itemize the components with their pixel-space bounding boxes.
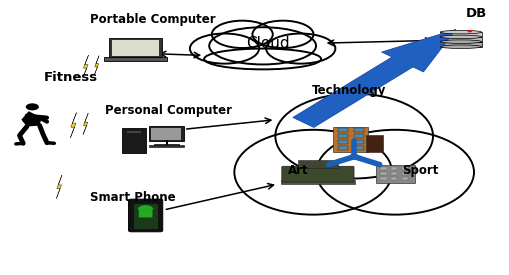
FancyBboxPatch shape [353,128,364,132]
FancyBboxPatch shape [332,127,367,152]
Circle shape [348,154,359,160]
FancyBboxPatch shape [133,204,157,229]
Text: Sport: Sport [401,164,438,177]
Text: Cloud: Cloud [245,35,289,51]
Ellipse shape [439,40,480,43]
FancyBboxPatch shape [138,209,152,218]
FancyBboxPatch shape [151,128,180,140]
FancyBboxPatch shape [401,177,407,180]
Text: Smart Phone: Smart Phone [90,191,176,204]
FancyBboxPatch shape [390,177,397,180]
FancyBboxPatch shape [390,172,397,175]
FancyBboxPatch shape [439,32,480,37]
FancyBboxPatch shape [337,145,348,150]
Ellipse shape [439,30,480,34]
FancyBboxPatch shape [380,177,386,180]
FancyBboxPatch shape [353,140,364,144]
FancyBboxPatch shape [149,126,183,141]
FancyBboxPatch shape [127,131,141,133]
FancyBboxPatch shape [128,199,162,232]
Circle shape [467,30,471,32]
FancyBboxPatch shape [337,134,348,138]
FancyBboxPatch shape [104,57,166,61]
Polygon shape [56,175,62,198]
FancyBboxPatch shape [401,172,407,175]
Polygon shape [70,112,76,138]
FancyBboxPatch shape [122,128,146,153]
FancyBboxPatch shape [380,172,386,175]
FancyBboxPatch shape [365,135,382,152]
Ellipse shape [439,45,480,48]
FancyBboxPatch shape [149,145,183,147]
Polygon shape [83,55,88,78]
FancyBboxPatch shape [353,145,364,150]
Ellipse shape [252,21,313,48]
Text: DB: DB [465,7,486,20]
Ellipse shape [439,35,480,39]
FancyBboxPatch shape [439,42,480,47]
Ellipse shape [211,21,272,48]
Circle shape [25,103,39,110]
FancyBboxPatch shape [108,39,162,57]
Text: Art: Art [288,164,308,177]
FancyBboxPatch shape [154,144,179,146]
FancyBboxPatch shape [281,180,354,184]
FancyArrow shape [292,29,455,127]
FancyBboxPatch shape [439,37,480,42]
FancyBboxPatch shape [375,165,414,183]
Text: Personal Computer: Personal Computer [105,104,232,117]
Text: Fitness: Fitness [44,71,98,84]
FancyBboxPatch shape [297,160,337,168]
Text: Portable Computer: Portable Computer [90,13,216,26]
Ellipse shape [266,34,335,64]
Ellipse shape [204,49,321,69]
FancyBboxPatch shape [390,167,397,170]
Ellipse shape [189,34,259,64]
FancyBboxPatch shape [111,40,159,56]
Text: Technology: Technology [312,84,385,97]
Polygon shape [94,56,99,75]
FancyBboxPatch shape [353,134,364,138]
Polygon shape [83,113,88,135]
FancyBboxPatch shape [337,140,348,144]
FancyBboxPatch shape [401,167,407,170]
FancyBboxPatch shape [337,128,348,132]
Ellipse shape [209,27,316,64]
Polygon shape [21,111,41,126]
FancyBboxPatch shape [380,167,386,170]
FancyBboxPatch shape [281,166,353,182]
